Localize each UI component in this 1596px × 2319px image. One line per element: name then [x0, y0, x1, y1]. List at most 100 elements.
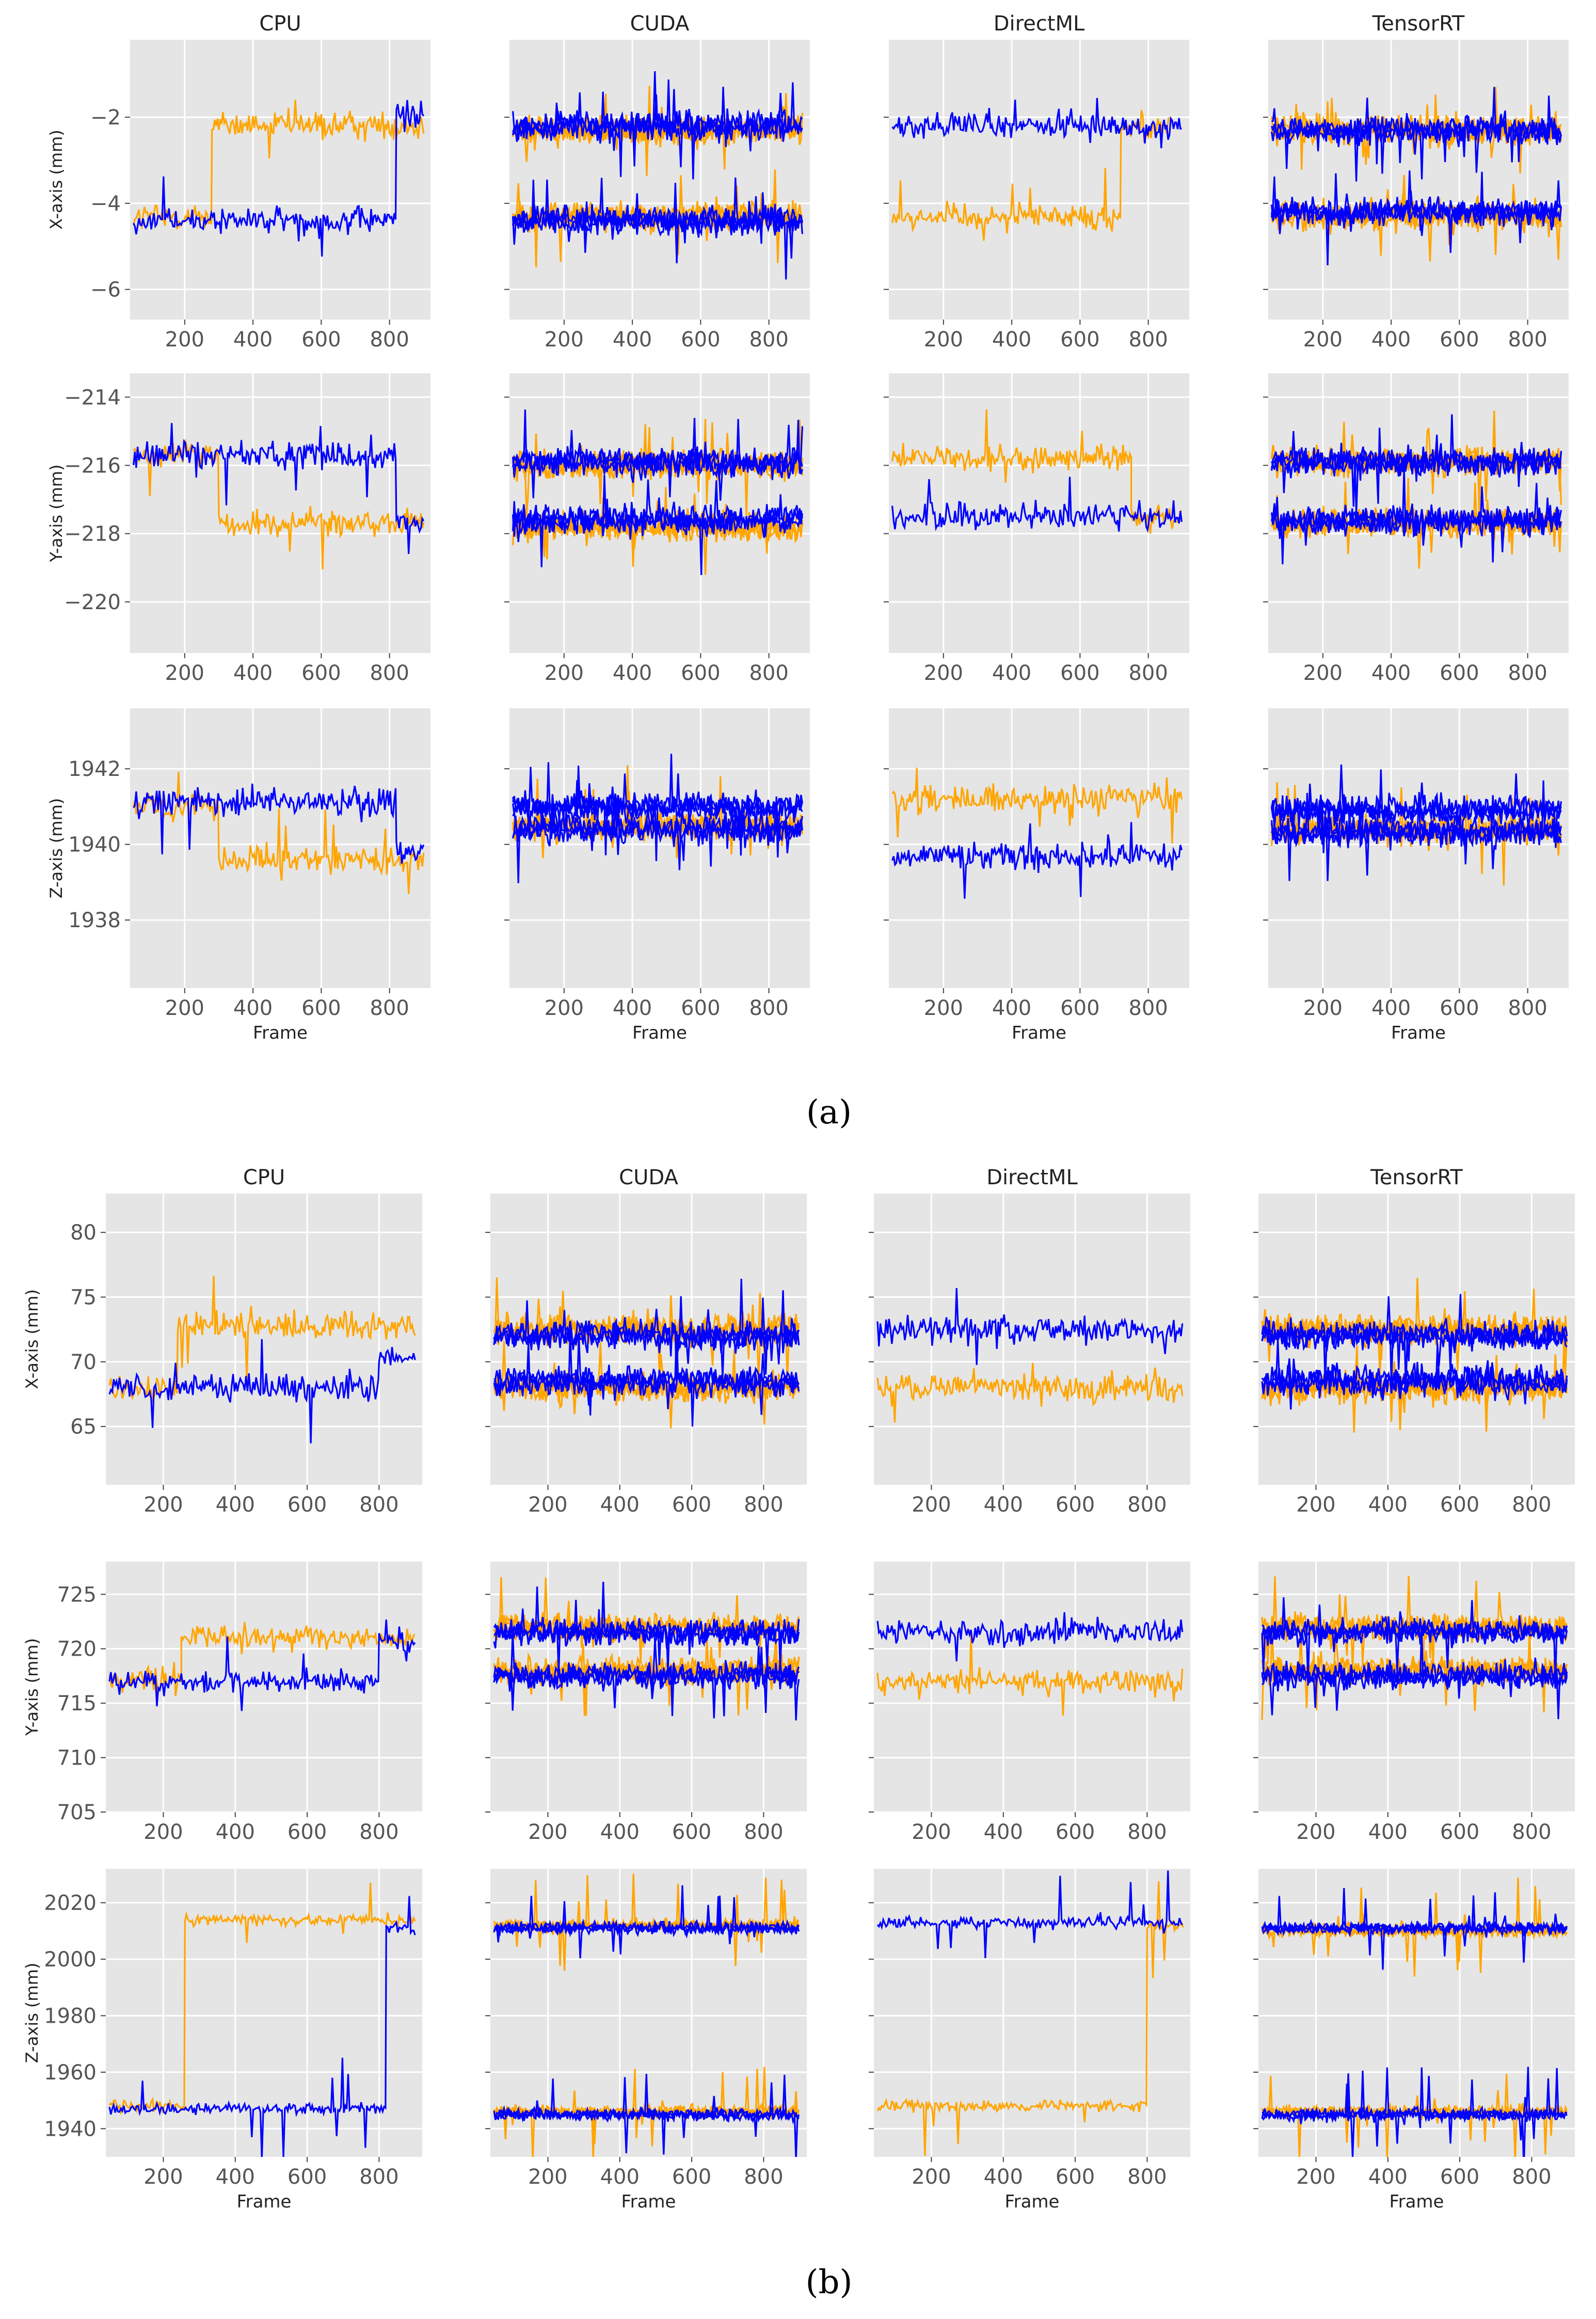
- x-tick-label: 400: [1368, 2165, 1408, 2189]
- x-tick-label: 800: [1128, 996, 1168, 1020]
- panel-a-2-directml: 200 400 600 800 Frame: [884, 708, 1189, 1043]
- x-tick-label: 200: [528, 1820, 567, 1844]
- x-tick-label: 400: [613, 996, 652, 1020]
- panel-background: [889, 708, 1189, 988]
- x-tick-label: 600: [1060, 661, 1099, 685]
- x-tick-label: 200: [924, 328, 963, 352]
- x-tick-label: 800: [370, 328, 409, 352]
- panel-a-1-tensorrt: 200 400 600 800: [1263, 373, 1569, 685]
- x-tick-label: 200: [1296, 1820, 1335, 1844]
- x-tick-label: 200: [165, 328, 204, 352]
- x-tick-label: 400: [992, 661, 1031, 685]
- y-tick-label: 1940: [44, 2117, 97, 2141]
- series-line-orange: [876, 1633, 1184, 1716]
- panel-a-0-cuda: 200 400 600 800 CUDA: [504, 12, 810, 352]
- x-tick-label: 800: [749, 661, 788, 685]
- x-tick-label: 800: [370, 661, 409, 685]
- panel-background: [1268, 40, 1569, 320]
- x-tick-label: 200: [143, 2165, 183, 2189]
- x-tick-label: 400: [600, 1493, 640, 1517]
- y-tick-label: −2: [90, 106, 121, 130]
- x-tick-label: 800: [1128, 661, 1168, 685]
- x-tick-label: 600: [681, 661, 720, 685]
- series-line-blue: [891, 98, 1182, 149]
- x-tick-label: 400: [1371, 996, 1411, 1020]
- x-tick-label: 800: [1512, 1820, 1551, 1844]
- column-title: CPU: [259, 12, 301, 36]
- panel-background: [1258, 1562, 1575, 1812]
- x-tick-label: 200: [528, 1493, 567, 1517]
- x-tick-label: 600: [672, 2165, 711, 2189]
- x-tick-label: 800: [744, 2165, 783, 2189]
- series-line-blue: [108, 1896, 416, 2157]
- x-tick-label: 200: [1303, 661, 1343, 685]
- x-tick-label: 600: [1440, 1820, 1479, 1844]
- y-tick-label: 705: [57, 1801, 97, 1824]
- panel-background: [106, 1194, 422, 1485]
- x-tick-label: 600: [288, 1493, 327, 1517]
- x-tick-label: 800: [749, 996, 788, 1020]
- series-line-blue: [1271, 444, 1561, 565]
- y-tick-label: 1940: [68, 833, 121, 857]
- panel-a-2-cuda: 200 400 600 800 Frame: [504, 708, 810, 1043]
- panel-a-1-directml: 200 400 600 800: [884, 373, 1189, 685]
- x-axis-label: Frame: [621, 2191, 676, 2212]
- x-tick-label: 600: [1440, 1493, 1479, 1517]
- x-tick-label: 200: [545, 661, 584, 685]
- panel-b-1-directml: 200 400 600 800: [869, 1562, 1190, 1844]
- series-line-orange: [876, 1881, 1184, 2156]
- y-tick-label: 70: [70, 1351, 97, 1374]
- column-title: DirectML: [986, 1166, 1078, 1189]
- y-tick-label: −220: [64, 591, 121, 614]
- x-tick-label: 600: [681, 328, 720, 352]
- x-tick-label: 800: [1508, 996, 1547, 1020]
- series-line-blue: [1261, 1895, 1568, 2147]
- series-line-blue: [891, 476, 1183, 533]
- x-tick-label: 200: [165, 996, 204, 1020]
- series-line-orange: [891, 768, 1183, 844]
- panel-a-2-tensorrt: 200 400 600 800 Frame: [1263, 708, 1569, 1043]
- panel-a-0-directml: 200 400 600 800 DirectML: [884, 12, 1189, 352]
- x-tick-label: 200: [924, 661, 963, 685]
- x-tick-label: 800: [359, 1493, 398, 1517]
- x-tick-label: 800: [359, 2165, 398, 2189]
- x-tick-label: 200: [545, 996, 584, 1020]
- panel-b-2-cuda: 200 400 600 800 Frame: [485, 1869, 807, 2212]
- x-tick-label: 800: [1128, 328, 1168, 352]
- series-line-blue: [493, 1297, 800, 1401]
- x-tick-label: 200: [912, 2165, 951, 2189]
- x-tick-label: 600: [1060, 328, 1099, 352]
- column-title: DirectML: [994, 12, 1085, 36]
- series-line-blue: [1261, 1316, 1568, 1397]
- series-line-blue: [1271, 87, 1562, 244]
- series-line-blue: [493, 1608, 800, 1721]
- x-axis-label: Frame: [237, 2191, 292, 2212]
- x-tick-label: 800: [1508, 328, 1547, 352]
- column-title: CPU: [243, 1166, 285, 1189]
- x-tick-label: 400: [1371, 661, 1411, 685]
- panel-b-1-tensorrt: 200 400 600 800: [1253, 1562, 1575, 1844]
- x-tick-label: 400: [216, 1820, 255, 1844]
- x-tick-label: 200: [545, 328, 584, 352]
- x-tick-label: 600: [1056, 1493, 1095, 1517]
- caption-b: (b): [805, 2263, 853, 2301]
- series-line-blue: [108, 1619, 416, 1711]
- x-tick-label: 600: [1056, 2165, 1095, 2189]
- panel-b-1-cuda: 200 400 600 800: [485, 1562, 807, 1844]
- panel-a-0-tensorrt: 200 400 600 800 TensorRT: [1263, 12, 1569, 352]
- y-tick-label: 715: [57, 1692, 97, 1716]
- caption-a: (a): [806, 1093, 852, 1132]
- panel-b-1-cpu: 200 400 600 800 725 720 715 710 705 Y-axis (mm): [22, 1562, 422, 1844]
- x-tick-label: 600: [288, 2165, 327, 2189]
- series-line-blue: [512, 424, 803, 575]
- x-tick-label: 600: [681, 996, 720, 1020]
- panel-a-1-cuda: 200 400 600 800: [504, 373, 810, 685]
- x-tick-label: 800: [1512, 1493, 1551, 1517]
- y-axis-label: Y-axis (mm): [22, 1638, 42, 1736]
- series-line-blue: [1271, 780, 1562, 881]
- y-tick-label: −4: [90, 192, 121, 216]
- x-axis-label: Frame: [1012, 1023, 1066, 1043]
- panel-b-2-cpu: 200 400 600 800 2020 2000 1980 1960 1940 Frame Z-a…: [22, 1869, 422, 2212]
- series-line-blue: [133, 423, 425, 554]
